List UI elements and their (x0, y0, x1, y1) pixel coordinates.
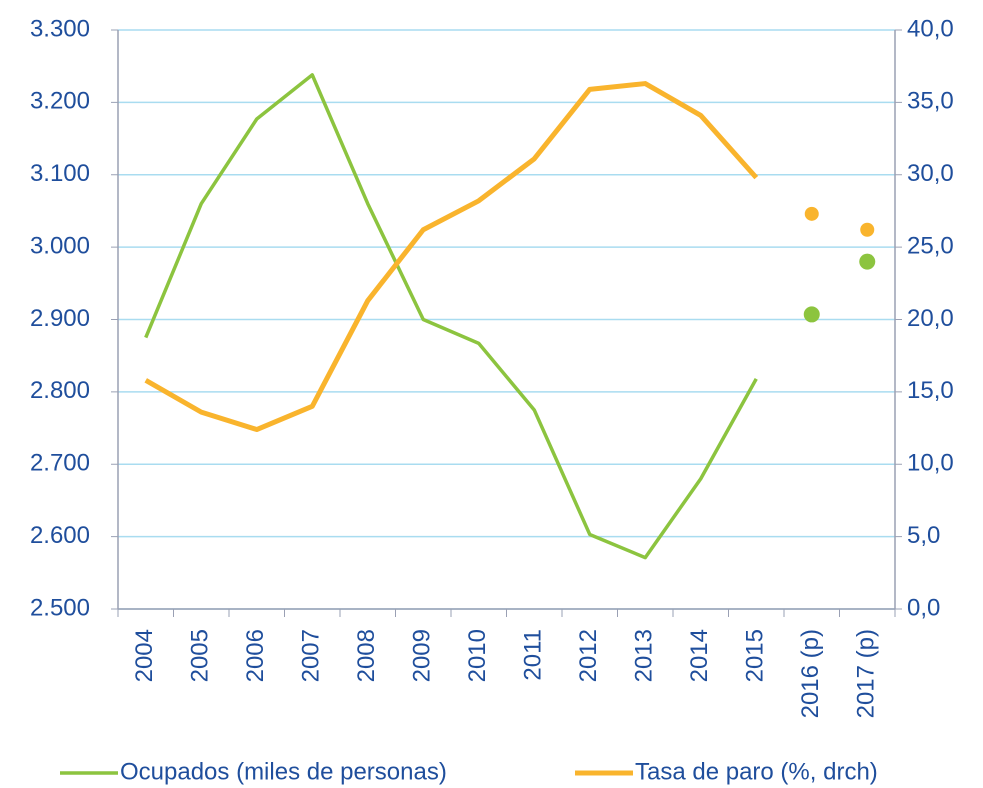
projection-point (859, 253, 876, 270)
x-tick-label: 2004 (131, 629, 158, 682)
y-tick-label: 3.200 (30, 88, 90, 115)
y-tick-label: 2.500 (30, 594, 90, 621)
y2-tick-label: 35,0 (907, 88, 954, 115)
x-tick-label: 2005 (187, 629, 214, 682)
y2-tick-label: 20,0 (907, 305, 954, 332)
series-line (144, 81, 759, 433)
projection-point (803, 306, 820, 323)
legend-label: Tasa de paro (%, drch) (635, 758, 878, 785)
x-tick-label: 2011 (520, 629, 547, 681)
projection-point (804, 206, 819, 221)
x-tick-label: 2010 (464, 629, 491, 682)
y-tick-label: 2.700 (30, 450, 90, 477)
y-tick-label: 2.900 (30, 305, 90, 332)
y2-tick-label: 0,0 (907, 594, 940, 621)
y-tick-label: 2.800 (30, 377, 90, 404)
x-tick-label: 2017 (p) (853, 629, 880, 718)
x-tick-label: 2008 (353, 629, 380, 682)
y2-tick-label: 25,0 (907, 232, 954, 259)
x-tick-label: 2007 (298, 629, 325, 682)
x-tick-label: 2009 (409, 629, 436, 682)
x-tick-label: 2006 (242, 629, 269, 682)
x-tick-label: 2012 (575, 629, 602, 682)
series-line (144, 73, 758, 560)
x-tick-label: 2013 (631, 629, 658, 682)
y2-tick-label: 5,0 (907, 522, 940, 549)
y-tick-label: 3.000 (30, 232, 90, 259)
x-tick-label: 2015 (742, 629, 769, 682)
legend-label: Ocupados (miles de personas) (120, 758, 447, 785)
y2-tick-label: 40,0 (907, 15, 954, 42)
projection-point (860, 222, 875, 237)
y2-tick-label: 10,0 (907, 450, 954, 477)
x-tick-label: 2014 (686, 629, 713, 682)
x-tick-label: 2016 (p) (797, 629, 824, 718)
y2-tick-label: 15,0 (907, 377, 954, 404)
y-tick-label: 3.300 (30, 15, 90, 42)
y2-tick-label: 30,0 (907, 160, 954, 187)
y-tick-label: 2.600 (30, 522, 90, 549)
y-tick-label: 3.100 (30, 160, 90, 187)
